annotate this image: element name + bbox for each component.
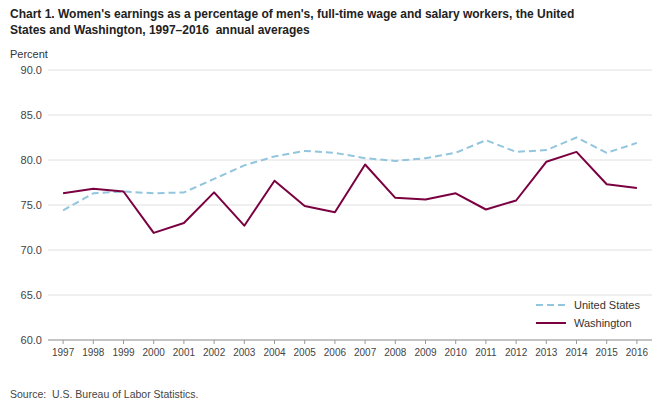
x-tick-label: 2013 xyxy=(535,347,558,358)
x-tick xyxy=(516,340,517,344)
series-line xyxy=(63,138,637,211)
series-line xyxy=(63,152,637,233)
x-tick-label: 1999 xyxy=(112,347,135,358)
x-tick-label: 1998 xyxy=(82,347,105,358)
y-tick-label: 80.0 xyxy=(21,154,42,166)
x-tick xyxy=(576,340,577,344)
x-axis: 1997 1998 1999 2000 2001 2002 2003 2004 2005 2006… xyxy=(48,340,652,358)
x-tick-label: 2007 xyxy=(354,347,377,358)
legend-label: Washington xyxy=(574,317,632,329)
y-tick-label: 60.0 xyxy=(21,334,42,346)
x-tick-label: 2001 xyxy=(173,347,196,358)
y-tick-label: 70.0 xyxy=(21,244,42,256)
x-tick-label: 2015 xyxy=(596,347,619,358)
lines xyxy=(63,138,637,233)
legend-swatch xyxy=(536,304,566,306)
chart: Chart 1. Women's earnings as a percentag… xyxy=(0,0,668,408)
grid-line xyxy=(48,70,652,71)
x-tick xyxy=(636,340,637,344)
x-tick-label: 1997 xyxy=(52,347,75,358)
x-tick-label: 2012 xyxy=(505,347,528,358)
x-axis-line xyxy=(48,340,652,341)
x-tick xyxy=(546,340,547,344)
x-tick xyxy=(455,340,456,344)
y-axis: 60.0 65.0 70.0 75.0 80.0 85.0 90.0 xyxy=(21,64,42,346)
x-tick xyxy=(395,340,396,344)
x-tick xyxy=(485,340,486,344)
x-tick xyxy=(304,340,305,344)
x-tick xyxy=(123,340,124,344)
x-tick-label: 2014 xyxy=(565,347,588,358)
x-tick-label: 2002 xyxy=(203,347,226,358)
grid xyxy=(48,70,652,340)
legend-label: United States xyxy=(574,299,641,311)
x-tick xyxy=(153,340,154,344)
x-tick-label: 2000 xyxy=(143,347,166,358)
x-tick-label: 2006 xyxy=(324,347,347,358)
x-tick xyxy=(183,340,184,344)
subtitle: States and Washington, 1997–2016 annual … xyxy=(10,23,310,37)
grid-line xyxy=(48,250,652,251)
y-tick-label: 65.0 xyxy=(21,289,42,301)
x-tick xyxy=(214,340,215,344)
x-tick xyxy=(274,340,275,344)
x-tick-label: 2009 xyxy=(414,347,437,358)
annotation: Source: U.S. Bureau of Labor Statistics. xyxy=(10,388,199,400)
x-tick-label: 2005 xyxy=(294,347,317,358)
x-tick xyxy=(606,340,607,344)
y-axis-label: Percent xyxy=(10,48,48,60)
x-tick-label: 2003 xyxy=(233,347,256,358)
grid-line xyxy=(48,295,652,296)
x-tick xyxy=(334,340,335,344)
x-tick-label: 2008 xyxy=(384,347,407,358)
y-tick-label: 85.0 xyxy=(21,109,42,121)
title: Chart 1. Women's earnings as a percentag… xyxy=(10,7,574,21)
grid-line xyxy=(48,115,652,116)
legend-swatch xyxy=(536,322,566,324)
y-tick-label: 90.0 xyxy=(21,64,42,76)
x-tick-label: 2011 xyxy=(475,347,497,358)
x-tick xyxy=(244,340,245,344)
x-tick-label: 2010 xyxy=(445,347,468,358)
grid-line xyxy=(48,205,652,206)
grid-line xyxy=(48,340,652,341)
x-tick xyxy=(425,340,426,344)
x-tick xyxy=(365,340,366,344)
legend: United States Washington xyxy=(536,299,641,329)
x-tick-label: 2016 xyxy=(626,347,649,358)
y-tick-label: 75.0 xyxy=(21,199,42,211)
x-tick-label: 2004 xyxy=(263,347,286,358)
x-tick xyxy=(63,340,64,344)
x-tick xyxy=(93,340,94,344)
grid-line xyxy=(48,160,652,161)
